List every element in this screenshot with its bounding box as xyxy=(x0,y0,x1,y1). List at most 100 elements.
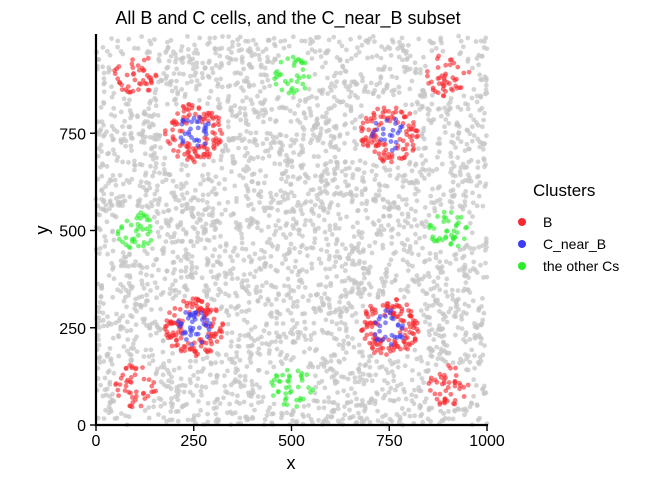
b-cell-point xyxy=(123,366,129,371)
background-point xyxy=(190,61,196,67)
background-point xyxy=(436,323,442,329)
background-point xyxy=(135,46,141,51)
c-near-b-point xyxy=(378,137,384,143)
background-point xyxy=(358,72,364,77)
b-cell-point xyxy=(437,75,442,81)
background-point xyxy=(303,218,309,223)
background-point xyxy=(339,264,345,269)
background-point xyxy=(285,192,291,197)
background-point xyxy=(337,134,342,139)
background-point xyxy=(470,298,476,304)
background-point xyxy=(100,317,106,323)
b-cell-point xyxy=(172,306,178,311)
background-point xyxy=(306,298,311,303)
background-point xyxy=(289,269,295,274)
background-point xyxy=(148,347,154,353)
background-point xyxy=(120,313,126,319)
b-cell-point xyxy=(141,391,146,397)
b-cell-point xyxy=(449,57,454,63)
background-point xyxy=(416,277,422,282)
other-c-point xyxy=(126,244,132,250)
background-point xyxy=(331,34,337,40)
background-point xyxy=(293,219,299,225)
background-point xyxy=(375,294,381,300)
background-point xyxy=(183,247,189,253)
background-point xyxy=(185,205,191,211)
background-point xyxy=(296,231,302,237)
background-point xyxy=(223,142,228,148)
b-cell-point xyxy=(206,347,212,353)
background-point xyxy=(316,380,322,386)
background-point xyxy=(197,35,203,41)
b-cell-point xyxy=(375,143,381,148)
background-point xyxy=(316,225,321,231)
background-point xyxy=(377,188,382,194)
background-point xyxy=(389,234,395,240)
background-point xyxy=(380,387,385,392)
background-point xyxy=(469,401,475,406)
b-cell-point xyxy=(370,311,375,317)
background-point xyxy=(252,407,257,413)
background-point xyxy=(164,73,170,79)
background-point xyxy=(321,405,327,411)
background-point xyxy=(288,310,294,316)
background-point xyxy=(309,261,315,267)
background-point xyxy=(381,87,387,93)
background-point xyxy=(391,92,396,98)
b-cell-point xyxy=(404,142,410,148)
background-point xyxy=(302,38,308,44)
b-cell-point xyxy=(196,106,202,111)
other-c-point xyxy=(138,223,144,229)
background-point xyxy=(337,326,342,332)
b-cell-point xyxy=(440,86,446,92)
background-point xyxy=(258,189,264,194)
background-point xyxy=(201,288,207,294)
background-point xyxy=(450,187,456,193)
background-point xyxy=(335,163,340,169)
c-near-b-point xyxy=(376,316,382,322)
background-point xyxy=(170,270,176,276)
b-cell-point xyxy=(138,403,144,409)
background-point xyxy=(214,191,219,197)
background-point xyxy=(418,354,423,360)
background-point xyxy=(309,137,315,143)
background-point xyxy=(471,393,476,399)
background-point xyxy=(160,349,166,355)
background-point xyxy=(152,37,157,42)
background-point xyxy=(269,302,274,307)
background-point xyxy=(302,171,308,177)
background-point xyxy=(104,48,110,54)
background-point xyxy=(350,224,356,230)
background-point xyxy=(323,284,329,289)
background-point xyxy=(203,221,209,227)
background-point xyxy=(361,170,367,176)
background-point xyxy=(290,304,296,309)
background-point xyxy=(483,240,489,246)
background-point xyxy=(272,41,277,47)
background-point xyxy=(448,306,454,311)
background-point xyxy=(464,127,470,133)
background-point xyxy=(447,199,453,204)
background-point xyxy=(367,264,373,270)
background-point xyxy=(123,101,129,107)
background-point xyxy=(332,154,338,160)
background-point xyxy=(417,93,423,98)
background-point xyxy=(318,126,324,132)
background-point xyxy=(376,94,381,99)
background-point xyxy=(425,361,431,366)
background-point xyxy=(431,40,436,46)
background-point xyxy=(401,294,407,300)
b-cell-point xyxy=(119,87,125,92)
background-point xyxy=(483,260,488,266)
background-point xyxy=(227,268,233,273)
background-point xyxy=(463,339,469,345)
background-point xyxy=(280,194,286,199)
background-point xyxy=(291,216,296,222)
background-point xyxy=(267,360,273,365)
background-point xyxy=(428,286,434,292)
background-point xyxy=(344,47,349,53)
background-point xyxy=(210,210,216,215)
background-point xyxy=(154,219,160,225)
background-point xyxy=(327,227,333,233)
b-cell-point xyxy=(127,89,133,95)
